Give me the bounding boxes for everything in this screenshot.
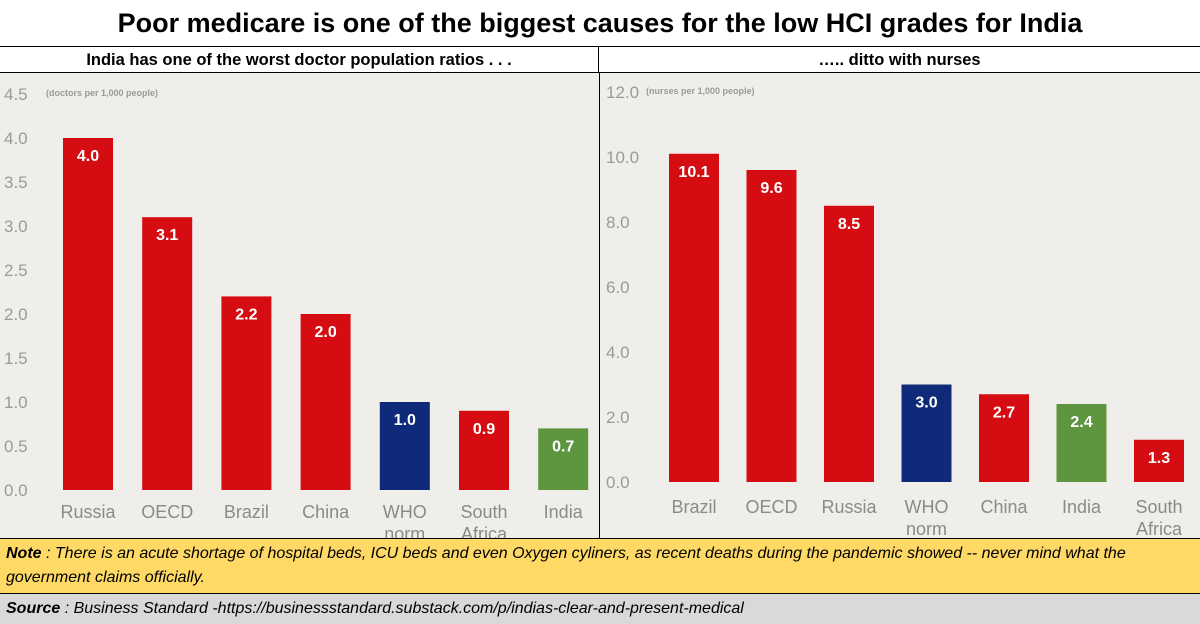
- doctors-y-tick-label: 3.5: [4, 173, 28, 192]
- nurses-y-tick-label: 4.0: [606, 343, 630, 362]
- doctors-value-label: 2.2: [235, 306, 257, 323]
- doctors-y-tick-label: 1.5: [4, 349, 28, 368]
- nurses-category-label: OECD: [745, 497, 797, 517]
- nurses-y-tick-label: 12.0: [606, 83, 639, 102]
- source-label: Source: [6, 600, 61, 617]
- nurses-y-tick-label: 8.0: [606, 213, 630, 232]
- doctors-category-label: South Africa: [460, 502, 508, 538]
- note-text: : There is an acute shortage of hospital…: [6, 545, 1126, 586]
- nurses-bar: [746, 170, 797, 482]
- doctors-value-label: 4.0: [77, 148, 99, 165]
- nurses-value-label: 2.4: [1070, 414, 1092, 431]
- doctors-bar: [221, 296, 272, 490]
- note-label: Note: [6, 545, 42, 562]
- nurses-value-label: 2.7: [993, 404, 1015, 421]
- left-chart-title: India has one of the worst doctor popula…: [0, 46, 599, 73]
- doctors-category-label: OECD: [141, 502, 193, 522]
- nurses-value-label: 1.3: [1148, 450, 1170, 467]
- doctors-category-label: India: [544, 502, 584, 522]
- panel-divider: [599, 73, 601, 538]
- nurses-value-label: 9.6: [760, 180, 782, 197]
- source-text: : Business Standard -https://businesssta…: [60, 600, 744, 617]
- doctors-bar: [300, 314, 351, 490]
- nurses-category-label: South Africa: [1135, 497, 1183, 538]
- doctors-value-label: 0.7: [552, 438, 574, 455]
- note-box: Note : There is an acute shortage of hos…: [0, 538, 1200, 593]
- right-chart-title: ….. ditto with nurses: [599, 46, 1200, 73]
- doctors-category-label: WHO norm: [383, 502, 427, 538]
- nurses-value-label: 8.5: [838, 216, 860, 233]
- nurses-bar: [669, 153, 719, 482]
- source-box: Source : Business Standard -https://busi…: [0, 593, 1200, 624]
- nurses-bar-chart: 0.0 2.0 4.0 6.0 8.0 10.0 12.0 (nurses per 1,000…: [606, 83, 1184, 539]
- nurses-bar: [824, 205, 874, 482]
- nurses-chart-panel: 0.0 2.0 4.0 6.0 8.0 10.0 12.0 (nurses per 1,000…: [600, 73, 1200, 539]
- doctors-value-label: 1.0: [394, 412, 416, 429]
- doctors-category-label: China: [302, 502, 350, 522]
- doctors-unit-label: (doctors per 1,000 people): [46, 88, 158, 98]
- nurses-unit-label: (nurses per 1,000 people): [646, 86, 755, 96]
- nurses-value-label: 10.1: [678, 164, 709, 181]
- doctors-bar: [63, 138, 113, 490]
- doctors-y-tick-label: 0.5: [4, 437, 28, 456]
- doctors-y-tick-label: 2.5: [4, 261, 28, 280]
- nurses-category-label: China: [980, 497, 1028, 517]
- nurses-bar: [979, 394, 1029, 482]
- doctors-value-label: 0.9: [473, 421, 495, 438]
- doctors-y-tick-label: 4.5: [4, 85, 28, 104]
- doctors-bar-chart: 0.0 0.5 1.0 1.5 2.0 2.5 3.0 3.5 4.0 4.5 (doctors p…: [4, 85, 589, 544]
- doctors-y-tick-label: 2.0: [4, 305, 28, 324]
- nurses-y-tick-label: 2.0: [606, 408, 630, 427]
- doctors-chart-panel: 0.0 0.5 1.0 1.5 2.0 2.5 3.0 3.5 4.0 4.5 (doctors p…: [0, 73, 599, 544]
- nurses-value-label: 3.0: [915, 395, 937, 412]
- doctors-y-tick-label: 4.0: [4, 129, 28, 148]
- nurses-y-tick-label: 0.0: [606, 473, 630, 492]
- nurses-bar: [1134, 439, 1184, 482]
- nurses-category-label: WHO norm: [905, 497, 949, 538]
- nurses-category-label: Brazil: [671, 497, 716, 517]
- doctors-y-tick-label: 1.0: [4, 393, 28, 412]
- nurses-bar: [901, 384, 952, 482]
- doctors-bar: [459, 410, 509, 490]
- nurses-category-label: India: [1062, 497, 1102, 517]
- doctors-bar: [379, 402, 430, 490]
- doctors-value-label: 2.0: [314, 324, 336, 341]
- doctors-y-tick-label: 0.0: [4, 481, 28, 500]
- nurses-bar: [1056, 404, 1107, 482]
- doctors-y-tick-label: 3.0: [4, 217, 28, 236]
- page-title: Poor medicare is one of the biggest caus…: [117, 8, 1083, 38]
- doctors-bar: [142, 217, 193, 490]
- nurses-y-tick-label: 10.0: [606, 148, 639, 167]
- doctors-bar: [538, 428, 589, 490]
- doctors-category-label: Brazil: [224, 502, 269, 522]
- doctors-value-label: 3.1: [156, 227, 178, 244]
- doctors-category-label: Russia: [60, 502, 116, 522]
- nurses-y-tick-label: 6.0: [606, 278, 630, 297]
- nurses-category-label: Russia: [821, 497, 877, 517]
